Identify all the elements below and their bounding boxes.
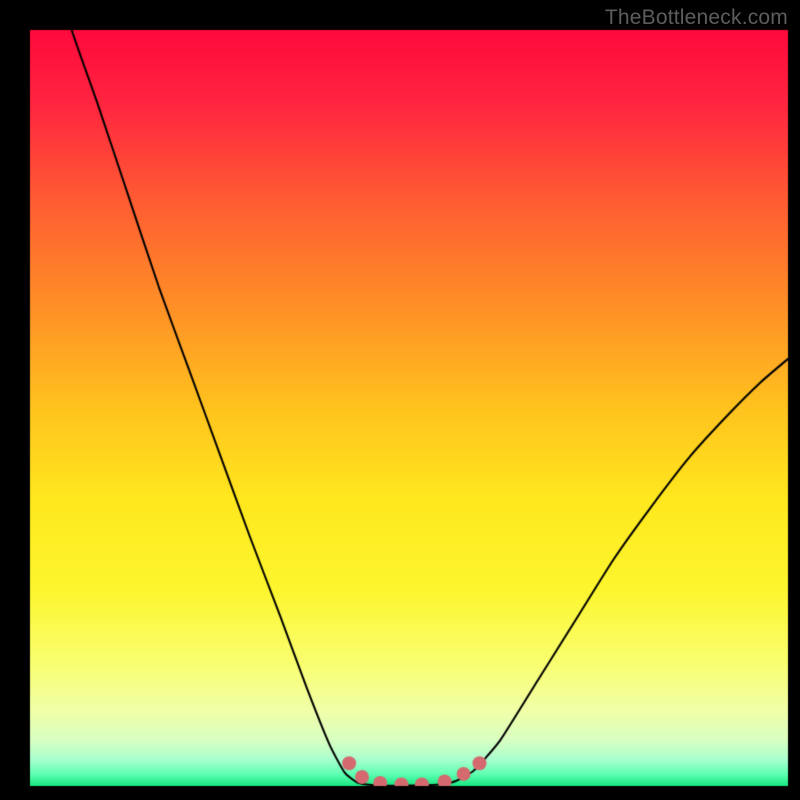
source-label: TheBottleneck.com [605,6,788,30]
bottleneck-curve-chart [0,0,800,800]
chart-frame: TheBottleneck.com [0,0,800,800]
